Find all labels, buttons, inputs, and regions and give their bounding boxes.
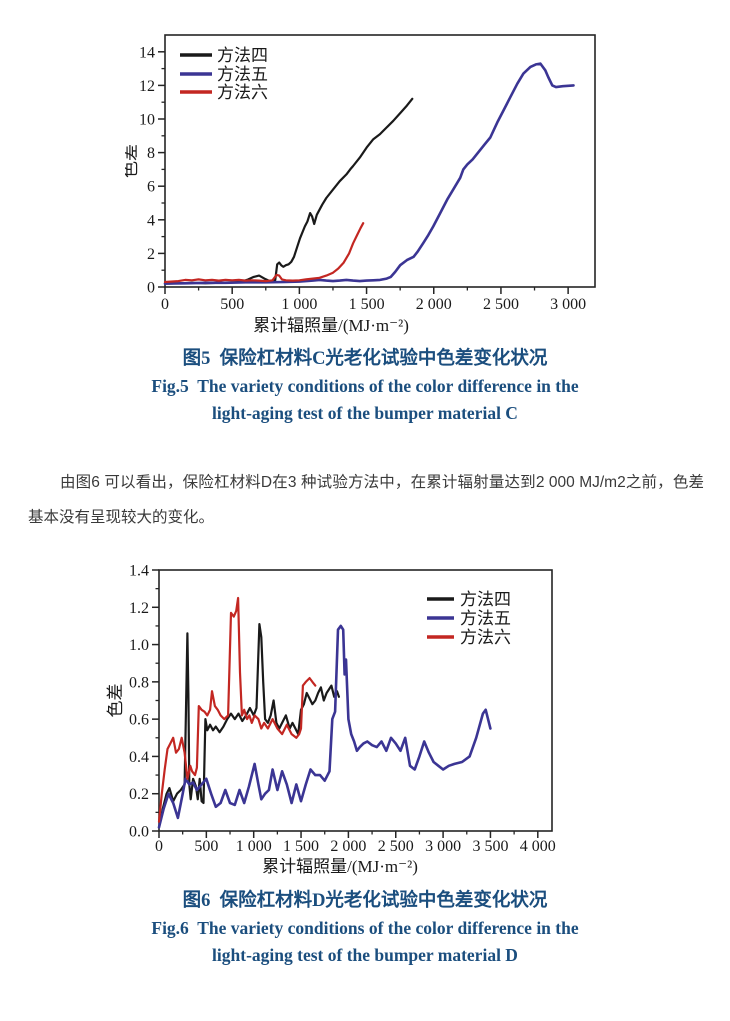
y-tick-label: 0.8	[129, 674, 149, 691]
y-axis-label: 色差	[106, 684, 125, 718]
y-tick-label: 2	[147, 246, 155, 263]
legend-label: 方法四	[460, 590, 511, 609]
y-tick-label: 4	[147, 212, 155, 229]
y-tick-label: 8	[147, 145, 155, 162]
figure5: 0 500 1 000 1 500 2 000 2 500 3 000 0 2 4 6 8 10 12 14…	[0, 25, 730, 425]
figure6-chart: 0 500 1 000 1 500 2 000 2 500 3 000 3 500 4 000 0…	[106, 563, 556, 877]
x-tick-label: 3 000	[550, 296, 586, 313]
x-tick-label: 4 000	[520, 838, 556, 855]
legend-label: 方法五	[460, 609, 511, 628]
x-tick-label: 1 500	[283, 838, 319, 855]
figure6-caption-en-line2: light-aging test of the bumper material …	[212, 945, 518, 965]
figure6: 0 500 1 000 1 500 2 000 2 500 3 000 3 500 4 000 0…	[0, 557, 730, 967]
y-tick-label: 0.0	[129, 824, 149, 841]
y-tick-label: 0.2	[129, 786, 149, 803]
x-tick-label: 2 500	[378, 838, 414, 855]
series-line-1	[157, 622, 340, 829]
series-line-3	[163, 222, 365, 284]
x-tick-label: 500	[220, 296, 244, 313]
y-tick-label: 0.6	[129, 712, 149, 729]
x-tick-label: 0	[161, 296, 169, 313]
series-line-1	[163, 97, 414, 285]
legend-label: 方法五	[217, 65, 268, 84]
figure6-caption-en-line1: Fig.6 The variety conditions of the colo…	[151, 918, 579, 938]
y-tick-label: 14	[139, 44, 155, 61]
y-tick-label: 1.2	[129, 600, 149, 617]
figure5-caption-en-line1: Fig.5 The variety conditions of the colo…	[151, 376, 579, 396]
x-tick-label: 3 000	[425, 838, 461, 855]
x-tick-label: 3 500	[472, 838, 508, 855]
figure5-chart: 0 500 1 000 1 500 2 000 2 500 3 000 0 2 4 6 8 10 12 14…	[125, 34, 596, 335]
y-tick-label: 0.4	[129, 749, 149, 766]
x-tick-label: 2 000	[416, 296, 452, 313]
legend-label: 方法六	[217, 83, 268, 102]
figure5-caption-cn: 图5 保险杠材料C光老化试验中色差变化状况	[182, 349, 548, 369]
y-axis-label: 色差	[125, 144, 140, 178]
x-tick-label: 1 000	[236, 838, 272, 855]
figure6-caption-cn: 图6 保险杠材料D光老化试验中色差变化状况	[182, 891, 548, 911]
page: 0 500 1 000 1 500 2 000 2 500 3 000 0 2 4 6 8 10 12 14…	[0, 25, 730, 1021]
y-tick-label: 6	[147, 179, 155, 196]
series-line-2	[157, 624, 492, 829]
x-tick-label: 1 500	[349, 296, 385, 313]
plot-border	[164, 34, 596, 288]
x-axis-label: 累计辐照量/(MJ·m⁻²)	[253, 316, 409, 335]
legend-label: 方法四	[217, 46, 268, 65]
body-paragraph: 由图6 可以看出，保险杠材料D在3 种试验方法中，在累计辐射量达到2 000 M…	[28, 474, 704, 526]
x-tick-label: 1 000	[281, 296, 317, 313]
x-tick-label: 2 500	[483, 296, 519, 313]
x-tick-label: 2 000	[330, 838, 366, 855]
series-line-2	[163, 62, 575, 285]
plot-border	[158, 569, 553, 832]
y-tick-label: 1.4	[129, 563, 149, 580]
x-tick-label: 0	[155, 838, 163, 855]
x-axis-label: 累计辐照量/(MJ·m⁻²)	[262, 857, 418, 876]
series-line-3	[157, 596, 317, 823]
y-tick-label: 0	[147, 280, 155, 297]
legend-label: 方法六	[460, 628, 511, 647]
y-tick-label: 10	[139, 112, 155, 129]
y-tick-label: 1.0	[129, 637, 149, 654]
x-tick-label: 500	[194, 838, 218, 855]
figure5-caption-en-line2: light-aging test of the bumper material …	[212, 403, 518, 423]
y-tick-label: 12	[139, 78, 155, 95]
